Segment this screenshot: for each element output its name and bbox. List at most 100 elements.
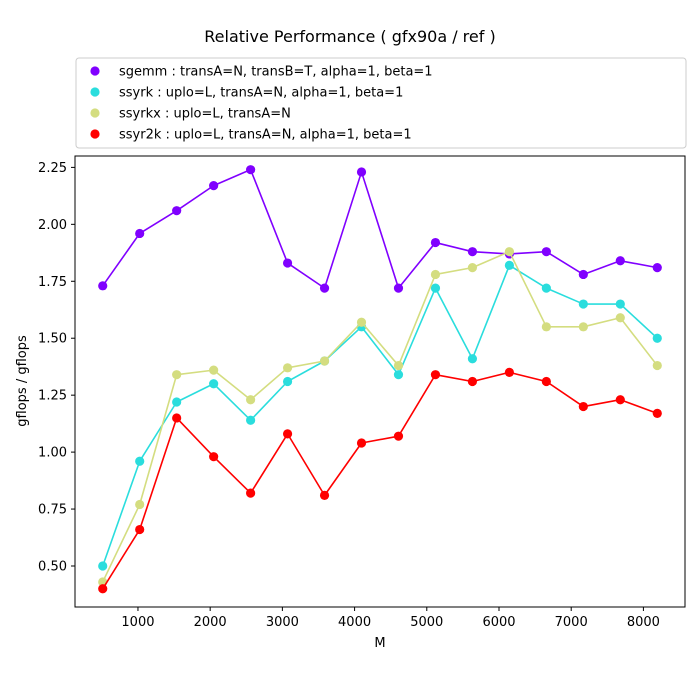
data-point xyxy=(172,397,182,407)
data-point xyxy=(319,283,330,293)
data-point xyxy=(504,260,514,270)
data-point xyxy=(652,263,662,273)
data-point xyxy=(356,317,367,327)
data-point xyxy=(135,228,145,239)
data-point xyxy=(615,256,625,266)
data-point xyxy=(578,401,588,412)
series-line xyxy=(102,250,658,583)
y-tick-label: 1.25 xyxy=(38,389,67,404)
data-point xyxy=(282,363,293,373)
x-tick-label: 5000 xyxy=(410,615,443,630)
data-point xyxy=(504,247,514,257)
series-3 xyxy=(98,367,662,594)
series-layer xyxy=(98,165,662,594)
data-point xyxy=(135,524,145,535)
data-point xyxy=(319,356,330,366)
series-1 xyxy=(98,260,662,571)
legend: sgemm : transA=N, transB=T, alpha=1, bet… xyxy=(75,57,687,149)
data-point xyxy=(467,354,478,364)
x-tick-label: 3000 xyxy=(266,615,299,630)
series-line xyxy=(101,264,658,567)
y-tick-label: 1.50 xyxy=(38,332,67,347)
legend-frame xyxy=(75,57,687,149)
legend-marker xyxy=(90,108,100,118)
data-point xyxy=(467,263,478,273)
data-point xyxy=(430,370,441,380)
data-point xyxy=(393,283,404,293)
y-tick-label: 0.50 xyxy=(38,560,67,575)
x-tick-label: 1000 xyxy=(121,615,154,630)
data-point xyxy=(209,379,219,389)
legend-marker xyxy=(90,129,100,139)
data-point xyxy=(282,258,293,268)
x-axis-label: M xyxy=(374,636,385,651)
data-point xyxy=(652,408,662,418)
data-point xyxy=(652,333,662,343)
x-axis: 1000 2000 3000 4000 5000 6000 7000 8000 xyxy=(121,607,660,630)
series-line xyxy=(102,168,658,289)
y-tick-label: 0.75 xyxy=(38,503,67,518)
data-point xyxy=(209,365,219,375)
y-tick-label: 1.00 xyxy=(38,446,67,461)
data-point xyxy=(246,488,256,498)
data-point xyxy=(209,452,219,462)
data-point xyxy=(246,415,256,425)
series-0 xyxy=(98,165,662,293)
data-point xyxy=(615,299,625,309)
data-point xyxy=(541,247,551,257)
x-tick-label: 4000 xyxy=(338,615,371,630)
data-point xyxy=(172,206,182,216)
data-point xyxy=(172,413,182,423)
x-tick-label: 6000 xyxy=(482,615,515,630)
y-tick-label: 2.00 xyxy=(38,218,67,233)
data-point xyxy=(356,438,367,448)
data-point xyxy=(430,237,441,248)
data-point xyxy=(504,367,514,377)
data-point xyxy=(541,322,551,332)
data-point xyxy=(578,269,588,280)
chart-title: Relative Performance ( gfx90a / ref ) xyxy=(204,27,495,46)
y-tick-label: 2.25 xyxy=(38,161,67,176)
data-point xyxy=(98,584,108,594)
data-point xyxy=(319,490,330,500)
data-point xyxy=(430,283,441,293)
y-axis: 0.50 0.75 1.00 1.25 1.50 1.75 2.00 2.25 xyxy=(38,161,75,575)
data-point xyxy=(393,370,404,380)
data-point xyxy=(578,299,588,309)
data-point xyxy=(135,499,145,510)
data-point xyxy=(246,165,256,175)
data-point xyxy=(282,376,293,387)
x-tick-label: 2000 xyxy=(194,615,227,630)
data-point xyxy=(246,395,256,405)
data-point xyxy=(467,247,478,257)
legend-entry: ssyr2k : uplo=L, transA=N, alpha=1, beta… xyxy=(119,128,412,143)
data-point xyxy=(578,322,588,332)
data-point xyxy=(209,181,219,191)
legend-marker xyxy=(90,66,100,76)
data-point xyxy=(615,395,625,405)
series-line xyxy=(102,371,658,590)
data-point xyxy=(135,456,145,466)
data-point xyxy=(652,360,662,371)
x-tick-label: 7000 xyxy=(555,615,588,630)
data-point xyxy=(98,561,108,571)
data-point xyxy=(393,360,404,371)
data-point xyxy=(430,269,441,280)
y-tick-label: 1.75 xyxy=(38,275,67,290)
legend-entry: sgemm : transA=N, transB=T, alpha=1, bet… xyxy=(119,65,433,80)
data-point xyxy=(467,376,478,387)
data-point xyxy=(541,376,551,387)
legend-entry: ssyrk : uplo=L, transA=N, alpha=1, beta=… xyxy=(119,86,403,101)
data-point xyxy=(282,429,293,439)
x-tick-label: 8000 xyxy=(627,615,660,630)
series-2 xyxy=(98,247,662,587)
data-point xyxy=(172,370,182,380)
y-axis-label: gflops / gflops xyxy=(15,335,30,427)
legend-marker xyxy=(90,87,100,97)
data-point xyxy=(356,167,367,177)
data-point xyxy=(393,431,404,441)
data-point xyxy=(615,313,625,323)
data-point xyxy=(541,283,551,293)
data-point xyxy=(98,281,108,291)
